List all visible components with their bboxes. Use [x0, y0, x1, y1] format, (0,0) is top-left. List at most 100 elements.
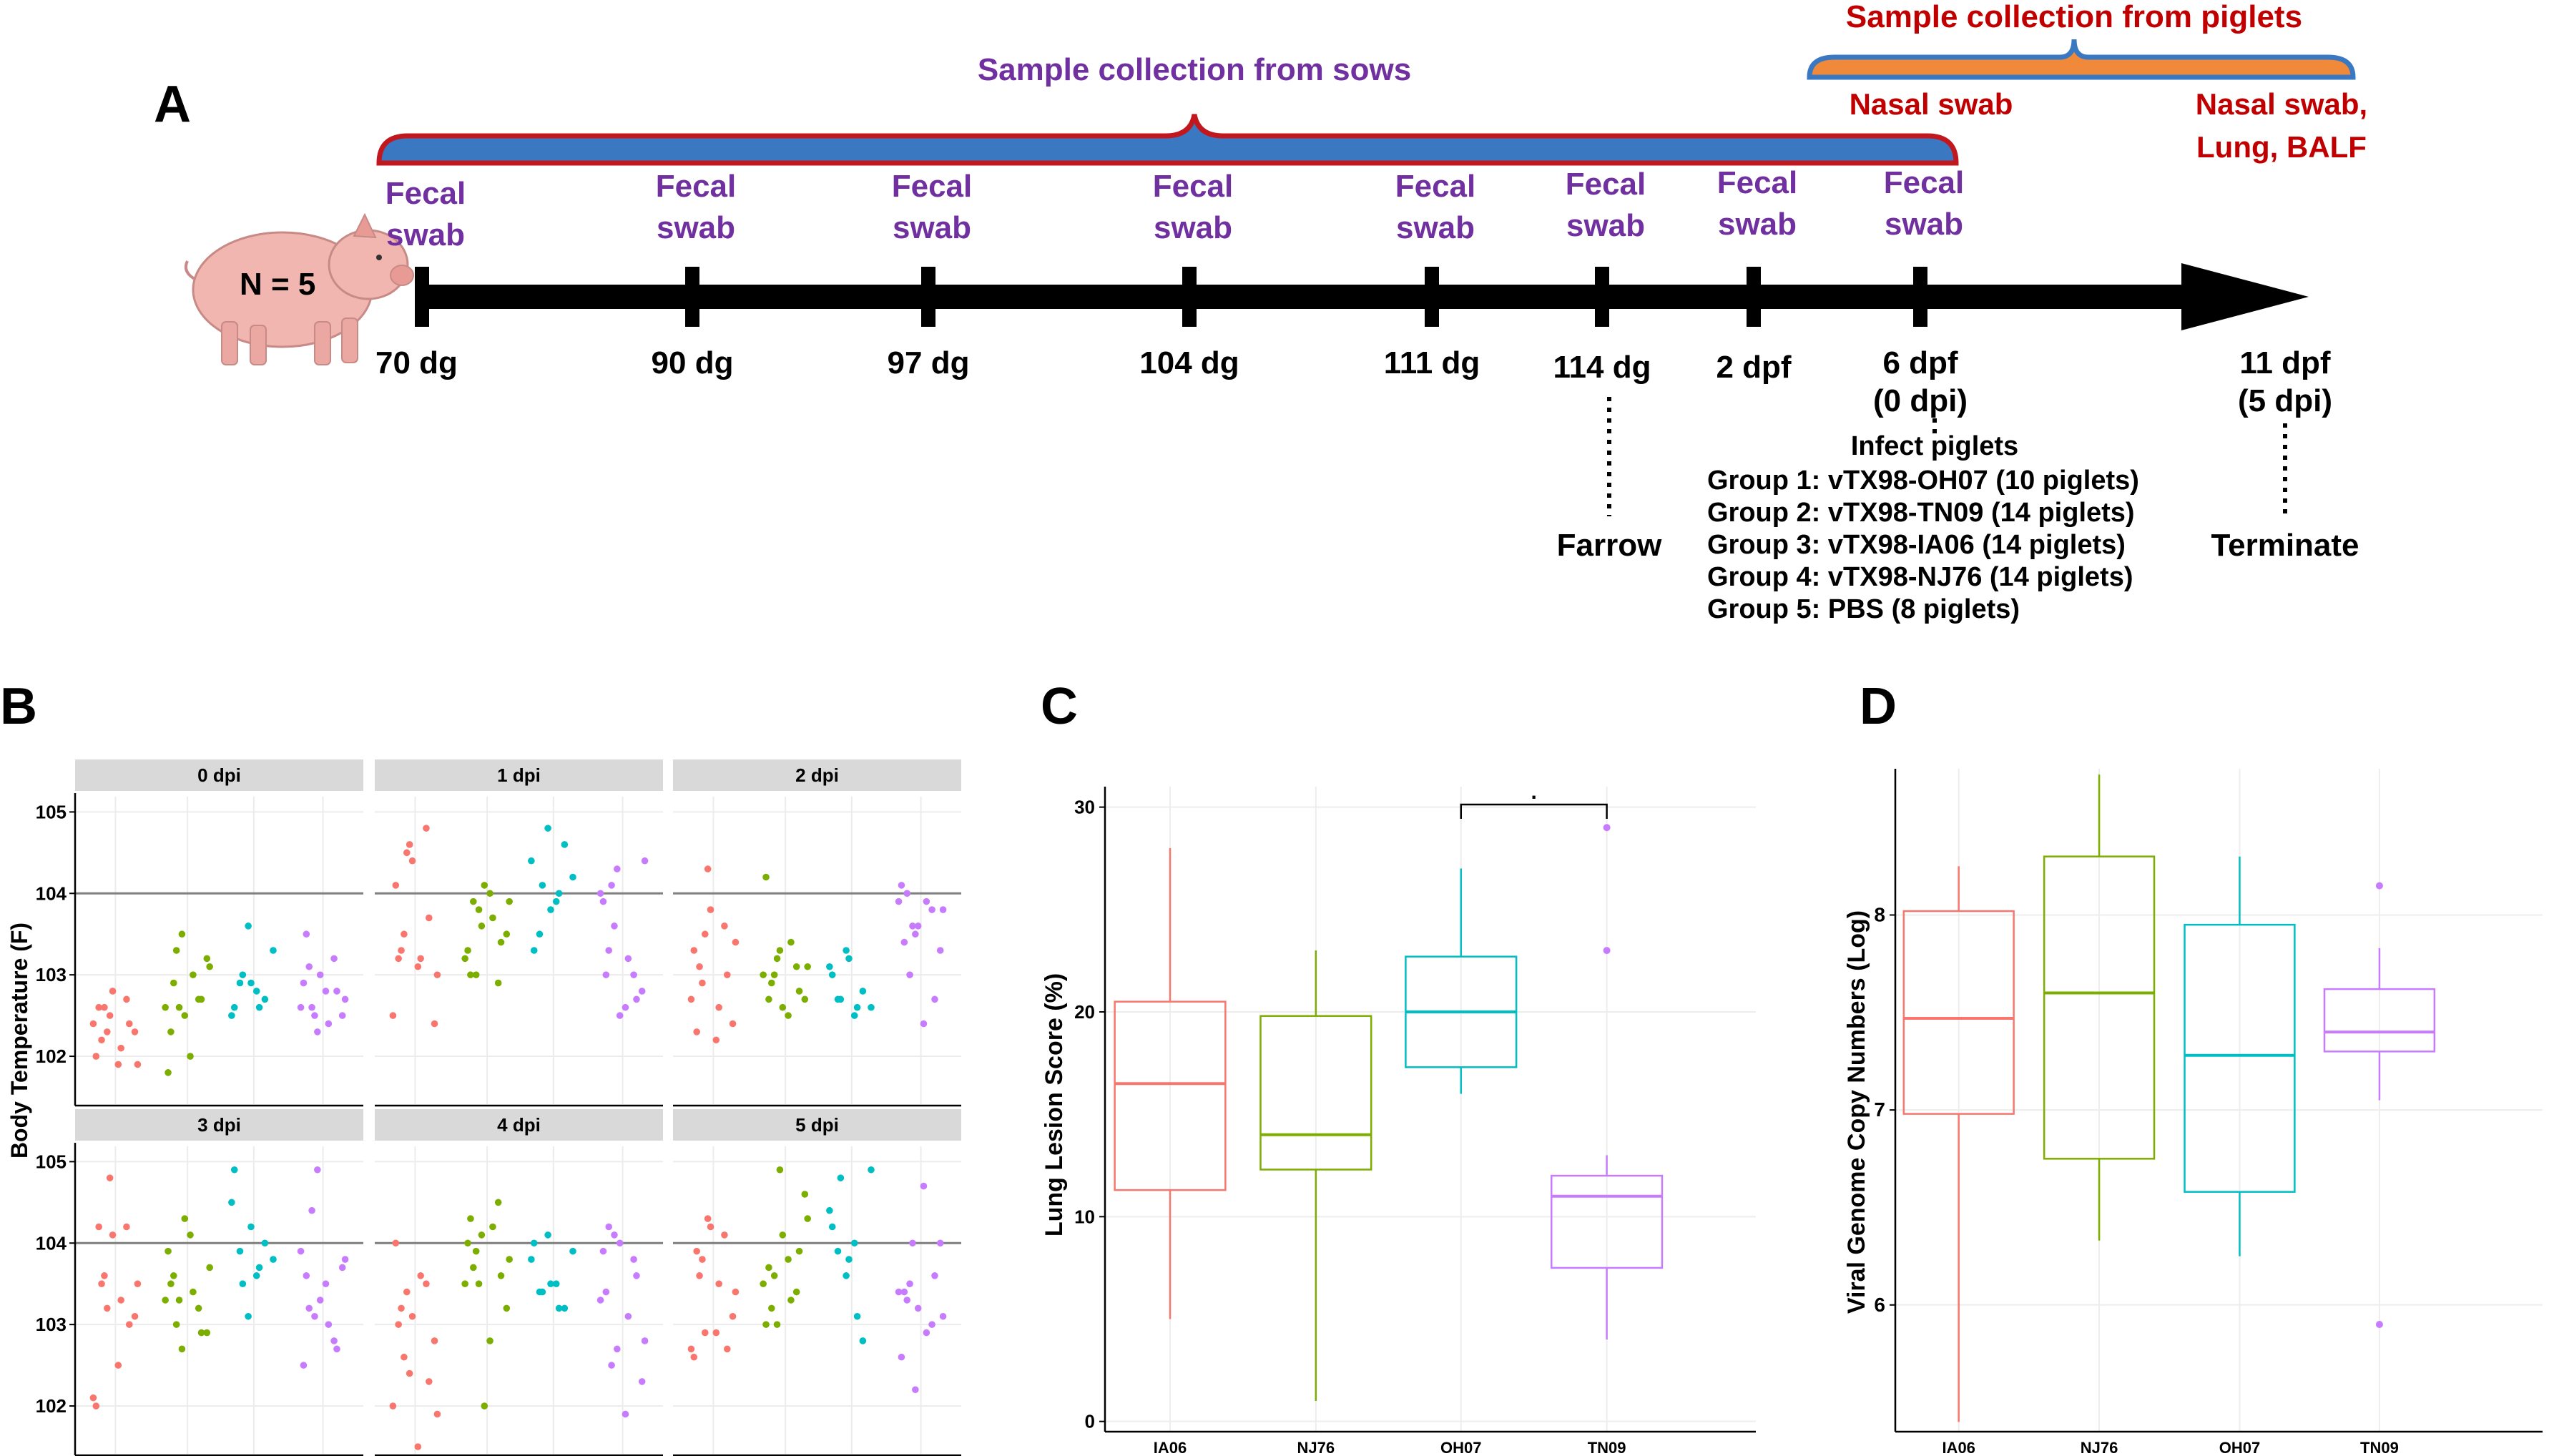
y-tick-label: 104 [36, 882, 67, 904]
data-point [906, 1280, 913, 1288]
data-point [203, 955, 211, 963]
data-point [779, 1003, 787, 1011]
outlier-point [1603, 947, 1611, 955]
data-point [172, 947, 180, 954]
data-point [920, 1182, 928, 1190]
data-point [792, 1288, 800, 1296]
data-point [333, 1345, 340, 1353]
pig-icon [185, 212, 414, 365]
panel-a-letter: A [154, 76, 191, 133]
timeline-arrowhead [2181, 263, 2309, 330]
data-point [190, 1288, 197, 1296]
facet-strip-label: 3 dpi [197, 1114, 241, 1136]
data-point [906, 971, 913, 978]
data-point [414, 963, 422, 970]
timeline-tick [1913, 267, 1927, 327]
data-point [401, 930, 408, 938]
box-iqr [2323, 988, 2436, 1053]
data-point [98, 1280, 105, 1288]
facet-strip [375, 759, 663, 791]
box-iqr [1551, 1174, 1664, 1269]
data-point [261, 1239, 269, 1247]
x-tick-label: OH07 [1440, 1439, 1481, 1456]
timepoint-sublabel: (5 dpi) [2238, 383, 2332, 418]
data-point [762, 873, 770, 881]
data-point [408, 857, 416, 865]
data-point [599, 897, 607, 905]
box-iqr [1259, 1015, 1372, 1171]
outlier-point [1603, 824, 1611, 832]
data-point [701, 1329, 709, 1337]
data-point [895, 1288, 903, 1296]
data-point [98, 1036, 105, 1044]
data-point [170, 1272, 177, 1279]
y-tick-label: 20 [1074, 1001, 1095, 1023]
data-point [464, 947, 471, 954]
nasal-swab-label-2-line1: Nasal swab, [2196, 87, 2367, 121]
data-point [497, 938, 505, 946]
data-point [117, 1044, 124, 1052]
group-item: Group 2: vTX98-TN09 (14 piglets) [1707, 498, 2135, 528]
data-point [101, 1272, 108, 1279]
data-point [936, 1239, 944, 1247]
data-point [834, 1247, 842, 1255]
data-point [472, 971, 480, 978]
data-point [552, 897, 560, 905]
data-point [506, 897, 513, 905]
facet-strip-label: 0 dpi [197, 764, 241, 786]
group-item: Group 4: vTX98-NJ76 (14 piglets) [1707, 562, 2133, 592]
facet-strip [673, 1109, 961, 1141]
data-point [403, 849, 411, 857]
data-point [401, 1353, 408, 1361]
data-point [481, 1402, 488, 1410]
y-tick-label: 104 [36, 1232, 67, 1254]
data-point [489, 1223, 496, 1231]
data-point [469, 1264, 477, 1271]
data-point [162, 1003, 169, 1011]
y-tick-label: 105 [36, 1151, 67, 1172]
data-point [936, 947, 944, 954]
lung-lesion-boxplot: 0 10 20 30 IA06 NJ76 OH07 TN09. [1074, 780, 1756, 1456]
timepoint-label: 70 dg [375, 345, 458, 380]
y-tick-label: 30 [1074, 797, 1095, 818]
y-tick-label: 8 [1874, 903, 1885, 925]
data-point [322, 1280, 330, 1288]
data-point [314, 1028, 321, 1036]
data-point [187, 1053, 194, 1060]
data-point [721, 923, 728, 930]
data-point [931, 1272, 938, 1279]
data-point [900, 1288, 908, 1296]
group-list: Group 1: vTX98-OH07 (10 piglets) Group 2… [1707, 466, 2139, 624]
data-point [770, 971, 778, 978]
data-point [795, 1247, 803, 1255]
data-point [325, 1321, 333, 1328]
x-tick-label: NJ76 [1297, 1439, 1335, 1456]
timeline-axis [418, 285, 2185, 309]
fecal-swab-label: swab [1566, 208, 1645, 243]
data-point [569, 1247, 576, 1255]
data-point [406, 841, 413, 848]
data-point [297, 1247, 305, 1255]
x-tick-label: TN09 [1588, 1439, 1626, 1456]
data-point [633, 1272, 640, 1279]
data-point [787, 1297, 795, 1304]
data-point [552, 1280, 560, 1288]
fecal-swab-label: swab [1885, 207, 1963, 242]
y-tick-label: 103 [36, 964, 67, 985]
box-iqr [1902, 910, 2015, 1115]
data-point [341, 1256, 349, 1263]
y-tick-label: 105 [36, 801, 67, 822]
data-point [569, 873, 576, 881]
sows-brace-label: Sample collection from sows [978, 52, 1411, 87]
data-point [928, 906, 935, 913]
fecal-swab-label: swab [1718, 207, 1797, 242]
data-point [245, 923, 252, 930]
data-point [622, 1410, 629, 1418]
data-point [164, 1247, 172, 1255]
data-point [762, 1321, 770, 1328]
data-point [760, 1280, 767, 1288]
data-point [530, 1239, 538, 1247]
data-point [395, 955, 402, 963]
data-point [131, 1312, 139, 1320]
data-point [914, 1304, 922, 1312]
